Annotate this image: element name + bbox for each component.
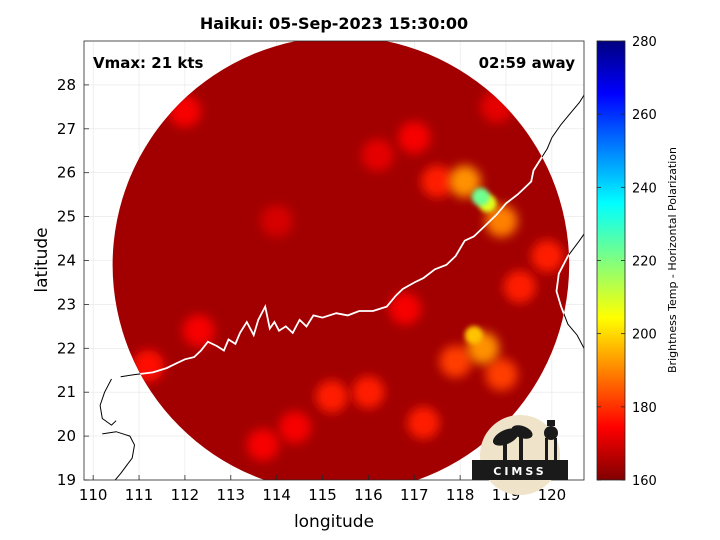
brightness-feature — [485, 204, 518, 237]
x-tick-label: 113 — [216, 486, 245, 504]
colorbar-tick-label: 240 — [632, 181, 657, 196]
colorbar-tick-label: 180 — [632, 401, 657, 416]
brightness-feature — [531, 240, 564, 273]
logo-dish-icon — [492, 425, 533, 460]
x-axis-label: longitude — [294, 512, 374, 532]
logo-band — [472, 460, 568, 480]
brightness-feature — [398, 121, 431, 154]
coastline-outside — [99, 378, 117, 426]
brightness-feature — [439, 345, 472, 378]
brightness-feature — [407, 406, 440, 439]
colorbar-tick-label: 160 — [632, 474, 657, 489]
vmax-annotation: Vmax: 21 kts — [93, 54, 203, 72]
colorbar-tick-label: 280 — [632, 35, 657, 50]
y-tick-label: 22 — [57, 339, 76, 357]
x-tick-label: 120 — [538, 486, 567, 504]
brightness-feature — [503, 270, 536, 303]
x-tick-label: 116 — [354, 486, 383, 504]
brightness-feature — [448, 165, 481, 198]
brightness-feature — [182, 314, 215, 347]
cimss-logo: CIMSS — [472, 415, 568, 495]
brightness-feature — [389, 292, 422, 325]
brightness-feature — [471, 187, 490, 206]
time-away-annotation: 02:59 away — [479, 54, 576, 72]
brightness-feature — [361, 139, 394, 172]
brightness-feature — [352, 376, 385, 409]
y-ticks: 19 20 21 22 23 24 25 26 27 28 — [57, 76, 89, 489]
x-tick-label: 112 — [171, 486, 200, 504]
brightness-feature — [260, 204, 293, 237]
coastline-segment — [120, 80, 570, 378]
colorbar-tick-label: 200 — [632, 328, 657, 343]
plot-area: 110 111 112 113 114 115 116 117 118 119 120 192021… — [57, 40, 585, 504]
x-tick-label: 111 — [125, 486, 154, 504]
y-tick-label: 28 — [57, 76, 76, 94]
brightness-feature — [246, 428, 279, 461]
y-tick-label: 19 — [57, 471, 76, 489]
colorbar-ticks: 160 180 200 220 240 260 280 — [597, 35, 657, 489]
x-tick-label: 114 — [262, 486, 291, 504]
x-tick-label: 110 — [79, 486, 108, 504]
y-tick-label: 24 — [57, 252, 76, 270]
x-tick-label: 115 — [308, 486, 337, 504]
brightness-feature — [485, 358, 518, 391]
logo-text: CIMSS — [493, 465, 546, 478]
colorbar-gradient — [596, 40, 626, 481]
x-tick-label: 117 — [400, 486, 429, 504]
brightness-feature — [464, 326, 483, 345]
y-tick-label: 23 — [57, 295, 76, 313]
y-axis-label: latitude — [32, 227, 52, 292]
y-tick-label: 26 — [57, 164, 76, 182]
brightness-feature — [279, 411, 312, 444]
colorbar-tick-label: 220 — [632, 255, 657, 270]
coastline-segment — [555, 220, 570, 349]
y-tick-label: 27 — [57, 120, 76, 138]
colorbar-label: Brightness Temp - Horizontal Polarizatio… — [666, 147, 679, 373]
x-tick-label: 118 — [446, 486, 475, 504]
colorbar: 160 180 200 220 240 260 280 Brightness Temp - … — [596, 35, 679, 489]
chart-title: Haikui: 05-Sep-2023 15:30:00 — [200, 14, 468, 33]
brightness-feature — [421, 165, 454, 198]
coastline-outside — [102, 431, 136, 480]
colorbar-tick-label: 260 — [632, 108, 657, 123]
x-ticks: 110 111 112 113 114 115 116 117 118 119 120 — [79, 475, 566, 504]
y-tick-label: 21 — [57, 383, 76, 401]
y-tick-label: 20 — [57, 427, 76, 445]
y-tick-label: 25 — [57, 208, 76, 226]
brightness-feature — [315, 380, 348, 413]
logo-tower-icon — [544, 420, 558, 460]
